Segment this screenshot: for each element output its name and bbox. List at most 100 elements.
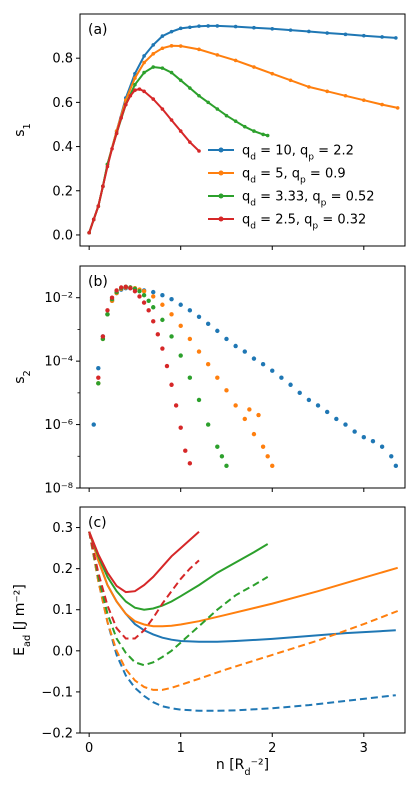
data-point	[142, 60, 146, 65]
y-tick-label: 0.0	[52, 644, 73, 659]
data-point	[379, 444, 385, 449]
data-point	[133, 71, 137, 76]
data-point	[395, 106, 400, 110]
data-point	[169, 382, 174, 387]
data-point	[169, 70, 174, 75]
data-point	[151, 294, 156, 299]
series-line	[88, 531, 398, 628]
data-point	[160, 346, 165, 351]
data-point	[343, 93, 348, 98]
data-point	[160, 107, 165, 111]
data-point	[169, 118, 174, 122]
data-point	[187, 461, 193, 466]
data-point	[160, 34, 165, 38]
data-point	[261, 132, 265, 137]
data-point	[247, 407, 252, 412]
y-tick-label: 0.1	[52, 603, 73, 618]
y-tick-label: 0.2	[52, 184, 73, 199]
data-point	[307, 85, 311, 89]
data-point	[252, 65, 256, 69]
legend-marker	[218, 170, 224, 176]
data-point	[178, 26, 183, 31]
panel-label: (c)	[88, 515, 107, 531]
data-point	[233, 119, 238, 123]
plot-frame	[79, 13, 406, 247]
data-point	[101, 184, 105, 189]
data-point	[224, 336, 229, 342]
data-point	[206, 100, 210, 105]
data-point	[133, 76, 137, 80]
data-point	[197, 149, 201, 153]
data-point	[133, 88, 137, 93]
y-tick-label: 0.2	[52, 562, 73, 577]
data-point	[215, 375, 220, 380]
data-point	[288, 382, 293, 387]
y-tick-label: −0.2	[41, 727, 73, 742]
data-point	[128, 285, 133, 291]
data-point	[160, 317, 165, 323]
data-point	[260, 444, 266, 449]
data-point	[178, 425, 183, 430]
data-point	[132, 289, 138, 294]
x-tick-label: 3	[360, 741, 368, 756]
data-point	[270, 368, 275, 373]
data-point	[178, 353, 183, 358]
data-point	[361, 434, 367, 440]
data-point	[233, 403, 238, 408]
data-point	[265, 133, 270, 138]
legend-marker	[218, 147, 224, 153]
data-point	[151, 51, 156, 56]
panel-a: 0.0 0.2 0.4 0.6 0.8 (a) s1​ qd​ = 10, qp​ = 2.2…	[12, 13, 406, 250]
data-point	[224, 463, 229, 469]
data-point	[197, 47, 201, 52]
data-point	[306, 397, 312, 403]
data-point	[173, 403, 179, 408]
legend-entry: qd​ = 3.33, qp​ = 0.52	[242, 190, 375, 209]
data-point	[196, 349, 202, 354]
series-line	[88, 531, 396, 712]
data-point	[151, 65, 156, 69]
legend-entry: qd​ = 2.5, qp​ = 0.32	[242, 213, 366, 232]
data-point	[178, 129, 183, 133]
data-point	[251, 431, 257, 437]
data-point	[142, 89, 146, 94]
data-point	[178, 78, 183, 83]
data-point	[141, 293, 147, 298]
data-point	[169, 312, 174, 317]
panel-label: (a)	[88, 22, 108, 38]
data-point	[151, 97, 156, 101]
data-point	[151, 289, 156, 295]
x-axis-label: n [Rd​⁻²]	[216, 757, 269, 778]
data-point	[188, 25, 192, 30]
data-point	[242, 124, 247, 129]
data-point	[96, 365, 101, 371]
series-line	[88, 530, 200, 594]
data-point	[205, 321, 211, 327]
data-point	[146, 308, 151, 313]
data-point	[142, 70, 146, 75]
data-point	[105, 164, 110, 169]
y-axis-label: s1​	[12, 123, 33, 137]
data-point	[224, 388, 229, 393]
data-point	[324, 409, 330, 415]
data-point	[141, 289, 147, 294]
y-tick-label: 10⁻²	[44, 291, 73, 306]
series-line	[88, 531, 396, 643]
data-point	[265, 454, 270, 459]
data-point	[196, 314, 202, 320]
data-point	[224, 113, 229, 118]
data-point	[394, 36, 398, 40]
data-point	[325, 89, 329, 94]
data-point	[315, 403, 321, 408]
y-tick-label: 0.8	[52, 52, 73, 67]
data-point	[334, 416, 339, 422]
data-point	[169, 44, 174, 48]
legend-entry: qd​ = 10, qp​ = 2.2	[242, 144, 354, 163]
data-point	[183, 448, 188, 453]
data-point	[114, 131, 119, 136]
data-point	[151, 319, 156, 324]
series-line	[88, 531, 200, 640]
data-point	[389, 454, 394, 459]
data-point	[151, 43, 156, 47]
data-point	[151, 305, 156, 310]
